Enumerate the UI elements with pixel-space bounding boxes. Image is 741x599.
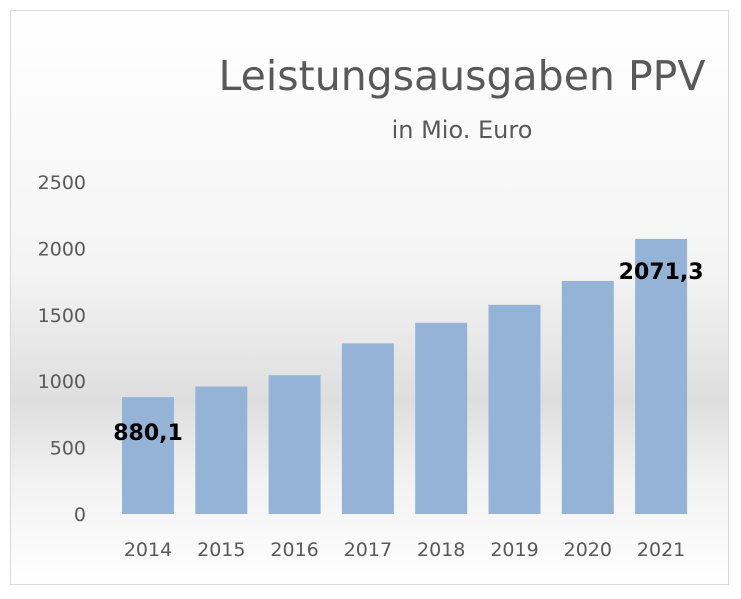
x-tick-label: 2014	[124, 539, 172, 561]
x-tick-label: 2017	[344, 539, 392, 561]
x-tick-label: 2019	[490, 539, 538, 561]
y-axis: 0 500 1000 1500 2000 2500	[38, 172, 86, 526]
bar	[122, 397, 174, 514]
bar	[195, 386, 248, 514]
bar	[635, 238, 688, 514]
y-tick-label: 2500	[38, 172, 86, 194]
y-tick-label: 0	[74, 504, 86, 526]
chart-subtitle: in Mio. Euro	[392, 116, 533, 144]
data-label: 880,1	[113, 421, 183, 446]
x-tick-label: 2015	[197, 539, 245, 561]
data-labels: 880,1 2071,3	[113, 260, 703, 446]
bar	[268, 375, 321, 514]
bars	[122, 238, 688, 514]
y-tick-label: 2000	[38, 238, 86, 260]
x-tick-label: 2021	[637, 539, 685, 561]
bar	[415, 322, 468, 514]
chart-title: Leistungsausgaben PPV	[219, 52, 706, 100]
bar	[341, 343, 394, 514]
y-tick-label: 1000	[38, 371, 86, 393]
data-label: 2071,3	[619, 260, 704, 285]
bar	[488, 304, 541, 514]
x-axis: 2014 2015 2016 2017 2018 2019 2020 2021	[124, 539, 685, 561]
y-tick-label: 500	[50, 438, 86, 460]
y-tick-label: 1500	[38, 305, 86, 327]
x-tick-label: 2020	[564, 539, 612, 561]
x-tick-label: 2016	[270, 539, 318, 561]
bar	[561, 280, 614, 514]
x-tick-label: 2018	[417, 539, 465, 561]
